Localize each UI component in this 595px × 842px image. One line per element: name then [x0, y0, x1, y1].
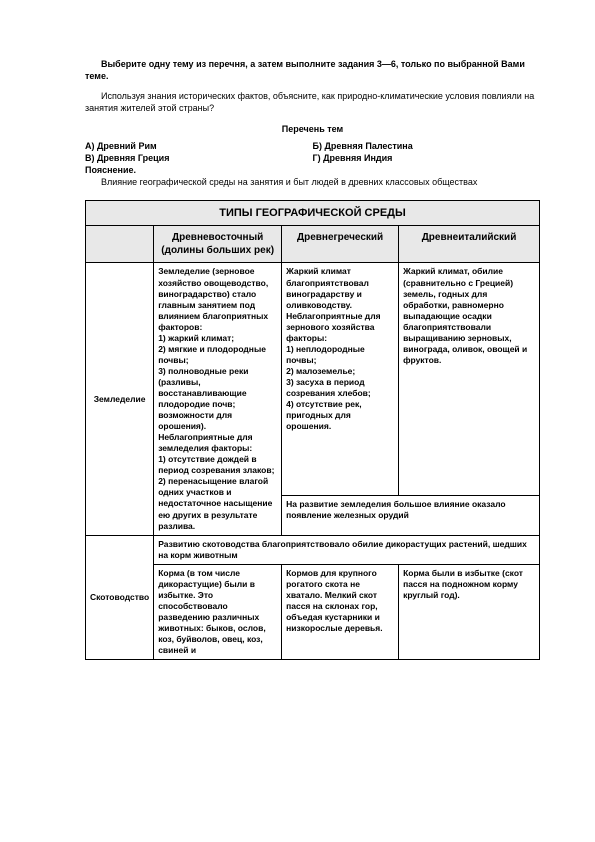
col-header-1: Древневосточный (долины больших рек) [154, 226, 282, 263]
explanation-label: Пояснение. [85, 165, 540, 177]
themes-list: А) Древний Рим В) Древняя Греция Б) Древ… [85, 141, 540, 164]
themes-title: Перечень тем [85, 124, 540, 136]
cell-farming-3: Жаркий климат, обилие (сравнительно с Гр… [399, 263, 540, 496]
document-page: Выберите одну тему из перечня, а затем в… [0, 0, 595, 690]
themes-col-left: А) Древний Рим В) Древняя Греция [85, 141, 313, 164]
cell-livestock-2: Кормов для крупного рогатого скота не хв… [282, 564, 399, 659]
cell-farming-merged: На развитие земледелия большое влияние о… [282, 496, 540, 535]
theme-b: Б) Древняя Палестина [313, 141, 541, 153]
cell-livestock-3: Корма были в избытке (скот пасся на подн… [399, 564, 540, 659]
themes-col-right: Б) Древняя Палестина Г) Древняя Индия [313, 141, 541, 164]
table-title: ТИПЫ ГЕОГРАФИЧЕСКОЙ СРЕДЫ [86, 201, 540, 226]
intro-block: Выберите одну тему из перечня, а затем в… [85, 59, 540, 188]
theme-v: В) Древняя Греция [85, 153, 313, 165]
geography-table: ТИПЫ ГЕОГРАФИЧЕСКОЙ СРЕДЫ Древневосточны… [85, 200, 540, 660]
task-question: Используя знания исторических фактов, об… [85, 91, 540, 114]
row-label-livestock: Скотоводство [86, 535, 154, 659]
table-corner [86, 226, 154, 263]
cell-livestock-merged: Развитию скотоводства благоприятствовало… [154, 535, 540, 564]
task-instruction: Выберите одну тему из перечня, а затем в… [85, 59, 540, 82]
row-label-farming: Земледелие [86, 263, 154, 535]
col-header-3: Древнеиталийский [399, 226, 540, 263]
theme-a: А) Древний Рим [85, 141, 313, 153]
cell-farming-2: Жаркий климат благоприятствовал виноград… [282, 263, 399, 496]
col-header-2: Древнегреческий [282, 226, 399, 263]
explanation-text: Влияние географической среды на занятия … [85, 177, 540, 189]
cell-farming-1: Земледелие (зерновое хозяйство овощеводс… [154, 263, 282, 535]
theme-g: Г) Древняя Индия [313, 153, 541, 165]
cell-livestock-1: Корма (в том числе дикорастущие) были в … [154, 564, 282, 659]
